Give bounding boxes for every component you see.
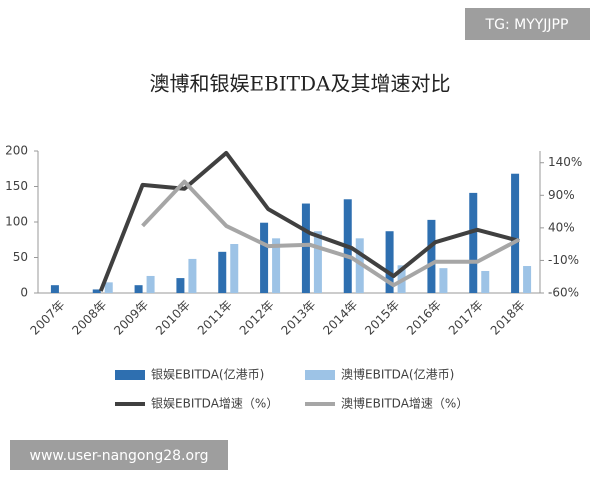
legend-label: 澳博EBITDA增速（%） — [341, 396, 468, 411]
bar — [481, 270, 490, 293]
bar — [355, 238, 364, 293]
watermark: TG: MYYJJPP — [485, 17, 569, 33]
bar — [188, 258, 197, 293]
x-tick-label: 2009年 — [111, 298, 151, 338]
y2-tick-label: 40% — [548, 220, 575, 234]
x-tick-label: 2010年 — [153, 298, 193, 338]
y-tick-label: 0 — [20, 286, 28, 300]
x-tick-label: 2011年 — [195, 298, 235, 338]
bar — [469, 192, 478, 293]
y2-tick-label: -60% — [548, 286, 579, 300]
x-tick-label: 2015年 — [362, 298, 402, 338]
bar — [146, 275, 155, 293]
legend-swatch — [115, 370, 145, 380]
x-tick-label: 2012年 — [237, 298, 277, 338]
line — [141, 179, 521, 288]
x-tick-label: 2013年 — [279, 298, 319, 338]
bar — [134, 285, 143, 293]
watermark: www.user-nangong28.org — [30, 448, 209, 464]
bar — [313, 231, 322, 293]
x-tick-label: 2014年 — [320, 298, 360, 338]
x-tick-label: 2008年 — [69, 298, 109, 338]
y2-tick-label: 90% — [548, 188, 575, 202]
legend-label: 澳博EBITDA(亿港币) — [341, 367, 454, 382]
bar — [523, 266, 532, 293]
x-tick-label: 2016年 — [404, 298, 444, 338]
legend-label: 银娱EBITDA增速（%） — [151, 397, 278, 411]
legend-swatch — [305, 370, 335, 380]
bar — [260, 222, 269, 293]
chart-title: 澳博和银娱EBITDA及其增速对比 — [149, 72, 450, 96]
bar — [511, 173, 520, 293]
y2-tick-label: 140% — [548, 155, 582, 169]
bar — [176, 278, 185, 293]
y-tick-label: 200 — [5, 144, 28, 158]
bar — [272, 238, 281, 293]
y2-tick-label: -10% — [548, 253, 579, 267]
x-tick-label: 2007年 — [28, 298, 68, 338]
line — [98, 150, 520, 292]
x-tick-label: 2017年 — [446, 298, 486, 338]
bar — [301, 203, 310, 293]
y-tick-label: 100 — [5, 215, 28, 229]
bar — [92, 289, 101, 293]
watermark-box — [465, 8, 590, 40]
bar — [385, 231, 394, 293]
bar — [218, 251, 227, 293]
bar — [427, 219, 436, 293]
watermark-box — [10, 440, 228, 470]
legend-label: 银娱EBITDA(亿港币) — [151, 367, 264, 382]
y-tick-label: 50 — [13, 250, 28, 264]
bar — [230, 244, 239, 293]
x-tick-label: 2018年 — [488, 298, 528, 338]
y-tick-label: 150 — [5, 179, 28, 193]
bar — [439, 268, 448, 293]
bar — [104, 282, 113, 293]
bar — [50, 285, 59, 293]
